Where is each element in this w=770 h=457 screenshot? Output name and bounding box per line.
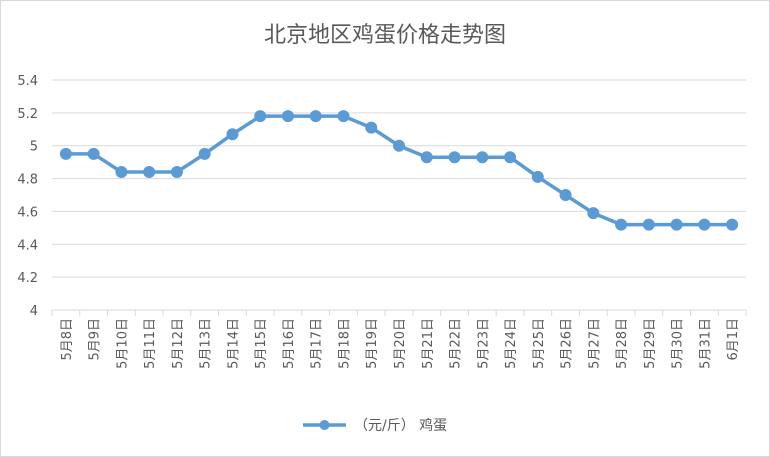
data-point — [393, 139, 405, 152]
data-point — [365, 121, 378, 134]
data-point — [448, 151, 461, 164]
data-point — [87, 147, 100, 160]
x-tick-label: 5月24日 — [504, 318, 519, 369]
x-tick-label: 5月8日 — [60, 318, 75, 361]
data-point — [531, 170, 544, 183]
data-point — [420, 151, 433, 164]
legend-marker — [319, 420, 330, 430]
legend-label: （元/斤） 鸡蛋 — [354, 417, 447, 434]
y-tick-label: 5 — [30, 140, 38, 155]
data-point — [698, 218, 711, 231]
data-point — [254, 110, 267, 123]
data-point — [337, 110, 350, 123]
y-tick-label: 4.2 — [17, 271, 38, 286]
x-tick-label: 5月26日 — [560, 318, 575, 369]
y-tick-label: 4.4 — [17, 238, 38, 253]
data-point — [587, 207, 600, 220]
data-point — [226, 128, 239, 141]
x-tick-label: 5月28日 — [615, 318, 630, 369]
data-point — [559, 189, 572, 201]
y-tick-label: 5.2 — [17, 107, 38, 122]
series-line — [64, 114, 734, 227]
x-tick-label: 5月13日 — [199, 318, 214, 369]
gridlines — [51, 79, 747, 316]
x-tick-label: 5月18日 — [337, 318, 352, 369]
data-point — [670, 218, 683, 231]
x-tick-label: 6月1日 — [726, 318, 741, 361]
data-point — [309, 110, 322, 123]
data-point — [198, 147, 211, 160]
x-tick-label: 5月15日 — [254, 318, 269, 369]
y-tick-label: 4.8 — [17, 173, 38, 188]
x-tick-label: 5月27日 — [587, 318, 602, 369]
data-point — [726, 218, 739, 231]
x-axis-ticks: 5月8日 5月9日 5月10日 5月11日 5月12日 5月13日 5月14日 5月15日 5月… — [60, 318, 741, 369]
x-tick-label: 5月19日 — [365, 318, 380, 369]
data-point — [642, 218, 655, 231]
x-tick-label: 5月23日 — [476, 318, 491, 369]
data-point — [615, 218, 628, 231]
data-point — [143, 166, 156, 178]
x-tick-label: 5月9日 — [88, 318, 103, 361]
data-point — [170, 166, 183, 178]
x-tick-label: 5月16日 — [282, 318, 297, 369]
legend: （元/斤） 鸡蛋 — [303, 417, 447, 434]
x-tick-label: 5月21日 — [421, 318, 436, 369]
y-tick-label: 4 — [30, 304, 38, 319]
y-tick-label: 5.4 — [17, 74, 38, 89]
x-tick-label: 5月31日 — [698, 318, 713, 369]
x-tick-label: 5月12日 — [171, 318, 186, 369]
data-point — [476, 151, 489, 164]
data-point — [59, 147, 72, 160]
chart-title: 北京地区鸡蛋价格走势图 — [264, 23, 506, 48]
data-point — [504, 151, 517, 164]
x-tick-label: 5月11日 — [143, 318, 158, 369]
x-tick-label: 5月17日 — [310, 318, 325, 369]
x-tick-label: 5月20日 — [393, 318, 408, 369]
x-tick-label: 5月10日 — [115, 318, 130, 369]
x-tick-label: 5月22日 — [449, 318, 464, 369]
x-tick-label: 5月30日 — [671, 318, 686, 369]
series-layer — [59, 110, 739, 231]
x-tick-label: 5月25日 — [532, 318, 547, 369]
data-point — [281, 110, 294, 123]
x-tick-label: 5月29日 — [643, 318, 658, 369]
data-point — [115, 166, 128, 178]
y-axis-ticks: 4 4.2 4.4 4.6 4.8 5 5.2 5.4 — [17, 74, 38, 319]
y-tick-label: 4.6 — [17, 205, 38, 220]
x-tick-label: 5月14日 — [226, 318, 241, 369]
